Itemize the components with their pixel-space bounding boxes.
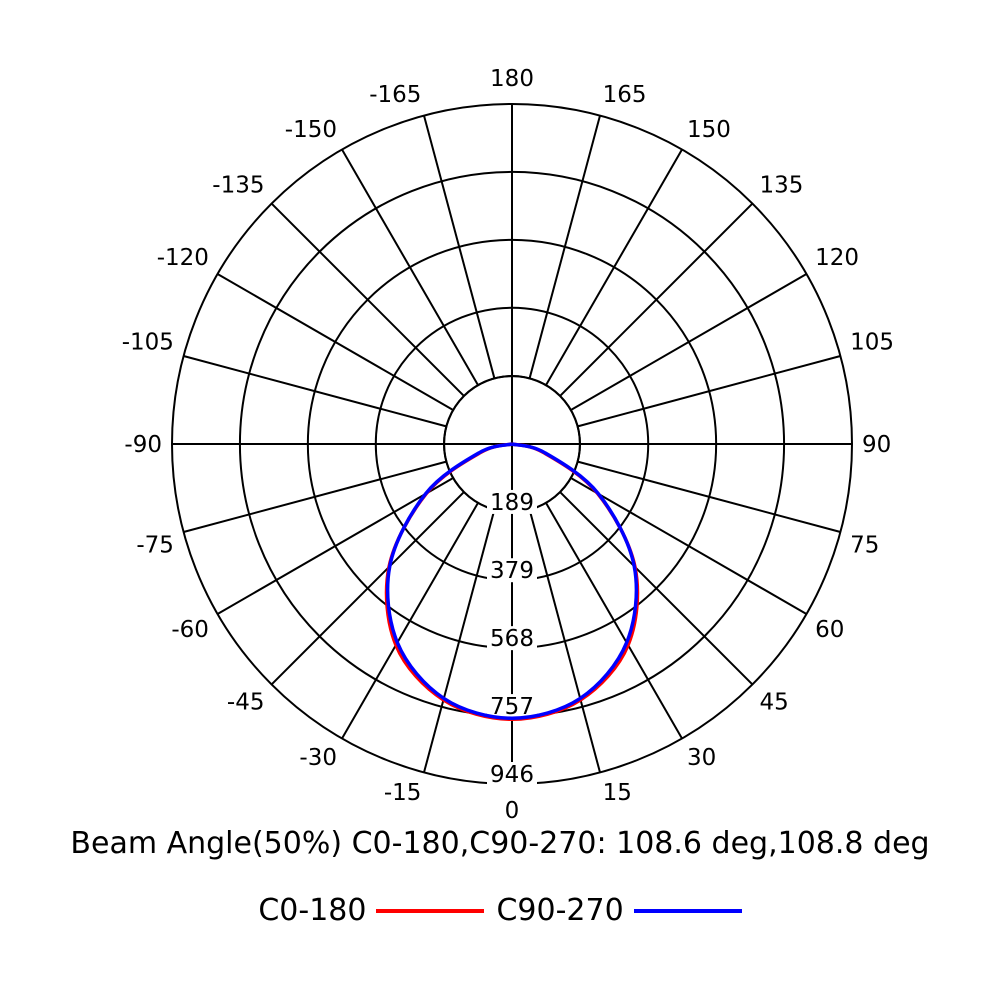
legend-item-c0-180: C0-180 [258,893,485,928]
grid-spoke--150 [341,149,479,386]
angle-tick-label: -105 [122,329,174,355]
angle-tick-label: -120 [157,245,209,271]
grid-spoke--120 [217,273,454,411]
angle-tick-label: -150 [285,117,337,143]
beam-angle-caption: Beam Angle(50%) C0-180,C90-270: 108.6 de… [70,826,930,861]
angle-tick-label: -75 [136,533,174,559]
legend-swatch-c90-270 [633,908,742,913]
radial-tick-label: 568 [490,626,534,652]
radial-tick-bg [487,626,537,651]
angle-tick-label: 180 [490,66,534,92]
angle-tick-label: -15 [384,780,422,806]
legend-label-c90-270: C90-270 [496,893,624,928]
radial-tick-label: 189 [490,490,534,516]
legend-label-c0-180: C0-180 [258,893,367,928]
series-point [443,697,445,699]
series-point [579,697,581,699]
grid-spoke-165 [528,115,601,379]
angle-tick-label: 15 [603,780,632,806]
series-point [627,644,629,646]
series-point [626,642,628,644]
grid-spoke-30 [545,502,683,739]
grid-spoke-135 [559,202,754,397]
radial-tick-bg [487,489,537,514]
angle-tick-label: 75 [850,533,879,559]
grid-spoke-15 [528,509,601,773]
series-point [396,642,398,644]
angle-tick-label: -135 [212,173,264,199]
grid-spoke--60 [217,477,454,615]
grid-spoke--105 [183,355,447,428]
grid-spoke--15 [423,509,496,773]
grid-spoke--30 [341,502,479,739]
angle-tick-label: 120 [815,245,859,271]
angle-tick-label: -60 [171,617,209,643]
grid-spoke-45 [559,491,754,686]
grid-spoke-75 [577,460,841,533]
radial-tick-bg [487,558,537,583]
angle-tick-label: 90 [862,432,891,458]
angle-tick-label: 135 [759,173,803,199]
series-point [389,565,391,567]
series-point [598,493,600,495]
legend-item-c90-270: C90-270 [496,893,742,928]
polar-series [384,442,640,722]
legend: C0-180 C90-270 [0,893,1000,928]
angle-tick-label: 60 [815,617,844,643]
grid-spoke-150 [545,149,683,386]
angle-tick-label: 45 [759,689,788,715]
angle-tick-label: 150 [687,117,731,143]
grid-spoke-105 [577,355,841,428]
angle-tick-label: 0 [505,798,520,824]
angle-tick-label: 30 [687,745,716,771]
angle-tick-label: -30 [299,745,337,771]
radial-tick-label: 379 [490,558,534,584]
angle-tick-label: -165 [369,82,421,108]
grid-spoke-120 [570,273,807,411]
grid-spoke--75 [183,460,447,533]
angle-tick-label: -45 [227,689,265,715]
legend-swatch-c0-180 [376,908,485,913]
series-point [511,717,513,719]
radial-tick-bg [487,694,537,719]
series-point [424,493,426,495]
grid-spoke-60 [570,477,807,615]
radial-tick-label: 946 [490,762,534,788]
series-point [395,644,397,646]
series-point [478,452,480,454]
series-point [511,443,513,445]
series-point [633,565,635,567]
grid-spoke--45 [270,491,465,686]
angle-tick-label: 105 [850,329,894,355]
series-point [544,452,546,454]
angle-tick-label: -90 [124,432,162,458]
grid-spoke--165 [423,115,496,379]
grid-spoke--135 [270,202,465,397]
radial-tick-bg [487,762,537,786]
angle-tick-label: 165 [603,82,647,108]
